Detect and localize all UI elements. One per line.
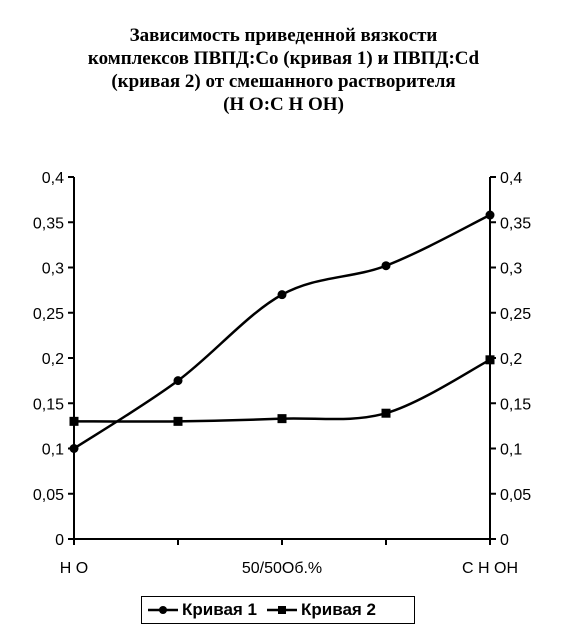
series-2-point (381, 408, 391, 418)
y-tick-label-right: 0,3 (500, 261, 522, 278)
y-tick-label-left: 0,35 (33, 215, 64, 232)
x-tick-label: 50/50Об.% (242, 560, 322, 577)
y-tick-label-right: 0,15 (500, 396, 531, 413)
series-2-point (173, 416, 183, 426)
legend-item-2: Кривая 2 (267, 600, 376, 620)
series-1-point (173, 376, 183, 386)
series-2-point (485, 355, 495, 365)
chart-title-line-3: (кривая 2) от смешанного растворителя (111, 71, 456, 92)
series-1-point (69, 444, 79, 453)
y-tick-label-right: 0 (500, 532, 509, 549)
y-tick-label-left: 0,05 (33, 487, 64, 504)
y-tick-label-left: 0,3 (42, 261, 64, 278)
series-line-1 (73, 213, 491, 450)
y-tick-label-left: 0 (55, 532, 64, 549)
chart-title: Зависимость приведенной вязкости комплек… (0, 24, 567, 116)
y-tick-label-left: 0,4 (42, 170, 64, 187)
y-tick-label-left: 0,1 (42, 442, 64, 459)
y-tick-label-right: 0,35 (500, 215, 531, 232)
series-1-point (277, 290, 287, 300)
chart-title-line-1: Зависимость приведенной вязкости (129, 25, 438, 46)
legend-marker-circle-icon (148, 606, 178, 614)
x-tick-label: C H OH (462, 560, 518, 577)
y-tick-label-left: 0,2 (42, 351, 64, 368)
y-tick-label-left: 0,25 (33, 306, 64, 323)
chart-title-line-2: комплексов ПВПД:Co (кривая 1) и ПВПД:Cd (87, 48, 480, 69)
y-tick-label-right: 0,1 (500, 442, 522, 459)
y-tick-label-right: 0,05 (500, 487, 531, 504)
legend-label-1: Кривая 1 (182, 600, 257, 619)
y-tick-label-right: 0,2 (500, 351, 522, 368)
y-tick-label-right: 0,4 (500, 170, 522, 187)
legend-marker-square-icon (267, 606, 297, 614)
series-2-point (69, 416, 79, 426)
series-1-point (485, 210, 495, 220)
x-tick-label: H O (60, 560, 88, 577)
chart-title-line-4: (H O:C H OH) (223, 94, 344, 115)
series-line-2 (73, 358, 491, 423)
y-tick-label-left: 0,15 (33, 396, 64, 413)
series-2-point (277, 414, 287, 424)
line-chart: 0 0 0,05 0,05 0,1 0,1 0,15 0,15 0,2 0,2 0,25 0,25 0,… (33, 170, 531, 577)
series-1-point (381, 261, 391, 271)
legend-label-2: Кривая 2 (301, 600, 376, 619)
y-tick-label-right: 0,25 (500, 306, 531, 323)
chart-legend: Кривая 1 Кривая 2 (141, 596, 415, 624)
legend-item-1: Кривая 1 (148, 600, 257, 620)
